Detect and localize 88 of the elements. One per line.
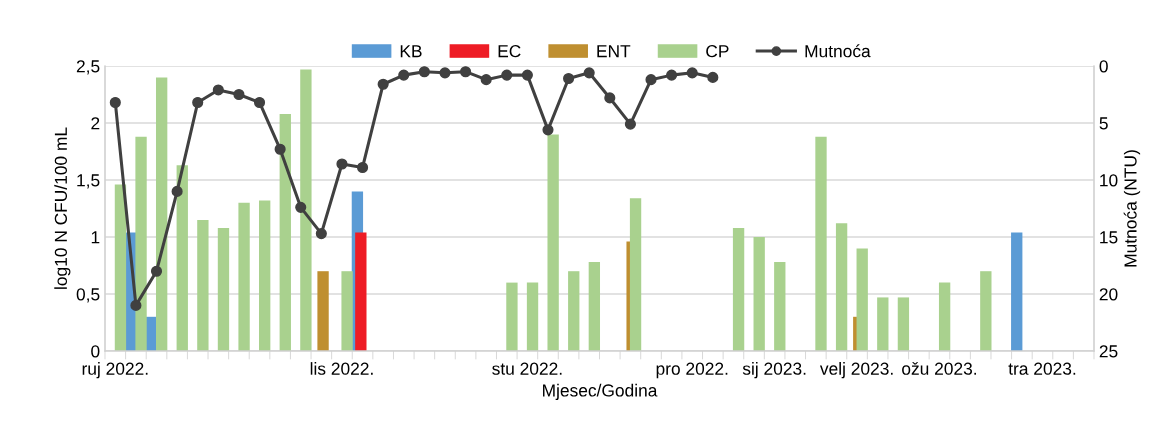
- point: [315, 228, 327, 240]
- x-tick-label: sij 2023.: [742, 362, 806, 379]
- bar: [877, 297, 889, 351]
- bar: [732, 227, 745, 351]
- point: [253, 96, 266, 109]
- bar: [176, 165, 188, 351]
- x-axis-title: Mjesec/Godina: [543, 383, 658, 401]
- point: [501, 69, 513, 81]
- bar: [897, 297, 910, 351]
- y-tick-label: 2: [91, 117, 100, 130]
- x-tick-label: pro 2022.: [656, 362, 728, 379]
- bar: [114, 184, 127, 351]
- bar: [300, 69, 312, 351]
- point: [274, 143, 286, 155]
- y2-tick-label: 5: [1099, 117, 1108, 130]
- bar: [341, 271, 353, 351]
- x-tick-label: ruj 2022.: [82, 362, 148, 379]
- point: [604, 92, 616, 104]
- legend-label: ENT: [597, 45, 631, 58]
- legend-label: Mutnoća: [805, 44, 871, 58]
- bar: [1011, 232, 1023, 351]
- bar: [506, 282, 518, 351]
- bar: [279, 113, 291, 351]
- y2-tick-label: 20: [1099, 288, 1118, 301]
- point: [212, 84, 224, 96]
- legend-label: KB: [400, 45, 422, 58]
- bar: [317, 271, 329, 351]
- bar: [547, 134, 559, 351]
- bar: [197, 219, 209, 351]
- point: [666, 69, 678, 81]
- point: [150, 265, 163, 277]
- point: [295, 201, 307, 213]
- point: [707, 71, 719, 83]
- point: [480, 74, 492, 86]
- bar: [753, 237, 765, 351]
- y-tick-label: 0: [91, 345, 100, 358]
- bar: [629, 198, 642, 351]
- x-tick-label: tra 2023.: [1008, 362, 1076, 375]
- point: [521, 69, 533, 81]
- point: [418, 66, 430, 78]
- bar: [259, 200, 271, 351]
- bar: [774, 262, 786, 351]
- bar: [856, 248, 868, 351]
- y-tick-label: 0,5: [76, 288, 100, 303]
- point: [624, 118, 636, 130]
- point: [109, 96, 121, 109]
- point: [171, 185, 183, 197]
- bar: [588, 262, 601, 351]
- x-tick-label: ožu 2023.: [902, 362, 977, 375]
- point: [130, 299, 142, 311]
- bar: [156, 77, 168, 351]
- legend-label: EC: [498, 45, 521, 58]
- x-tick-label: velj 2023.: [819, 362, 893, 379]
- y2-tick-label: 15: [1100, 231, 1118, 244]
- point: [356, 161, 369, 174]
- x-tick-label: lis 2022.: [310, 362, 373, 375]
- bar: [238, 202, 250, 351]
- point: [398, 69, 410, 81]
- bar: [835, 223, 848, 351]
- bar: [526, 282, 539, 351]
- y-axis-title: log10 N CFU/100 mL: [54, 127, 71, 289]
- y2-tick-label: 10: [1100, 174, 1118, 187]
- y-tick-label: 2,5: [76, 60, 100, 75]
- y2-tick-label: 25: [1099, 345, 1118, 358]
- point: [542, 124, 554, 136]
- legend-label: CP: [706, 45, 729, 58]
- point: [686, 67, 698, 79]
- y2-tick-label: 0: [1099, 60, 1108, 73]
- point: [645, 74, 657, 86]
- point: [233, 88, 245, 101]
- x-tick-label: stu 2022.: [492, 362, 562, 375]
- bar: [938, 282, 951, 351]
- point: [583, 67, 595, 79]
- bar: [980, 271, 992, 351]
- bar: [135, 136, 147, 351]
- bar: [355, 232, 367, 351]
- point: [563, 72, 575, 85]
- point: [460, 66, 472, 78]
- bar: [568, 271, 580, 351]
- point: [377, 78, 389, 90]
- point: [439, 67, 451, 79]
- point: [192, 96, 204, 109]
- bar: [217, 227, 230, 351]
- y-tick-label: 1,5: [77, 174, 100, 189]
- point: [336, 158, 348, 170]
- bar: [815, 136, 827, 351]
- y-tick-label: 1: [91, 231, 100, 244]
- y2-axis-title: Mutnoća (NTU): [1123, 150, 1141, 267]
